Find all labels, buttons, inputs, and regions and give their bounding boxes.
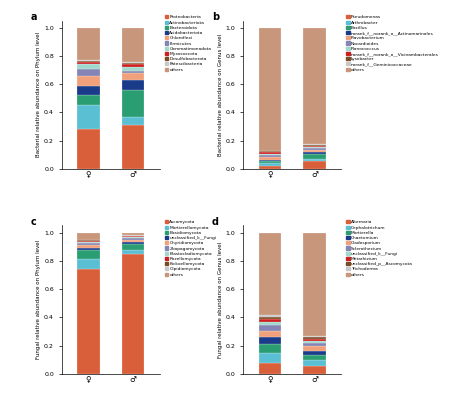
Bar	[259, 344, 281, 353]
Bar	[303, 147, 326, 148]
Bar	[77, 240, 100, 241]
Bar	[122, 63, 144, 65]
Bar	[303, 351, 326, 355]
Text: c: c	[30, 217, 36, 226]
Bar	[303, 159, 326, 161]
Bar	[259, 317, 281, 319]
Bar	[259, 322, 281, 325]
Bar	[303, 337, 326, 339]
Bar	[122, 62, 144, 63]
Bar	[77, 250, 100, 259]
Bar	[122, 240, 144, 242]
Bar	[122, 233, 144, 235]
Bar	[303, 145, 326, 147]
Bar	[259, 315, 281, 317]
Text: a: a	[30, 12, 36, 22]
Bar	[303, 233, 326, 336]
Bar	[259, 353, 281, 363]
Y-axis label: Bacterial relative abundance on Phylum level: Bacterial relative abundance on Phylum l…	[36, 32, 41, 157]
Bar	[122, 28, 144, 62]
Bar	[303, 161, 326, 169]
Bar	[303, 346, 326, 351]
Bar	[259, 163, 281, 166]
Bar	[122, 90, 144, 118]
Bar	[122, 236, 144, 237]
Bar	[77, 28, 100, 60]
Legend: Ascomycota, Mortierellomycota, Basidiomycota, unclassified_k__Fungi, Chyridiomyc: Ascomycota, Mortierellomycota, Basidiomy…	[165, 220, 217, 277]
Bar	[77, 243, 100, 245]
Bar	[122, 249, 144, 254]
Bar	[77, 60, 100, 61]
Bar	[259, 155, 281, 157]
Bar	[122, 238, 144, 240]
Bar	[77, 76, 100, 85]
Bar	[77, 248, 100, 250]
Bar	[122, 244, 144, 249]
Bar	[259, 151, 281, 152]
Bar	[303, 154, 326, 159]
Legend: Pseudomonas, Arthrobacter, Bacillus, norank_f__norank_o__Actinomarinales, Flavob: Pseudomonas, Arthrobacter, Bacillus, nor…	[346, 15, 439, 72]
Bar	[303, 148, 326, 150]
Bar	[259, 325, 281, 331]
Bar	[303, 150, 326, 152]
Bar	[77, 61, 100, 62]
Bar	[259, 157, 281, 159]
Bar	[77, 105, 100, 129]
Bar	[259, 28, 281, 151]
Bar	[77, 259, 100, 269]
Bar	[122, 125, 144, 169]
Bar	[122, 71, 144, 73]
Bar	[122, 73, 144, 80]
Bar	[77, 241, 100, 242]
Bar	[77, 95, 100, 105]
Bar	[77, 62, 100, 64]
Bar	[122, 118, 144, 125]
Bar	[259, 161, 281, 163]
Bar	[303, 365, 326, 374]
Text: d: d	[212, 217, 219, 226]
Bar	[77, 242, 100, 243]
Bar	[303, 343, 326, 346]
Bar	[259, 331, 281, 337]
Y-axis label: Fungal relative abundance on Phylum level: Fungal relative abundance on Phylum leve…	[36, 240, 41, 359]
Bar	[122, 80, 144, 90]
Bar	[77, 245, 100, 248]
Legend: Alternaria, Cephalotrichum, Mortierella, Chaetomium, Cladosporium, Sclerothecium: Alternaria, Cephalotrichum, Mortierella,…	[346, 220, 413, 277]
Bar	[303, 336, 326, 337]
Bar	[77, 64, 100, 69]
Bar	[303, 152, 326, 154]
Bar	[77, 269, 100, 374]
Bar	[259, 152, 281, 153]
Bar	[122, 235, 144, 236]
Bar	[303, 144, 326, 145]
Bar	[259, 233, 281, 315]
Bar	[122, 65, 144, 67]
Bar	[303, 339, 326, 341]
Bar	[259, 319, 281, 322]
Bar	[303, 341, 326, 343]
Legend: Proteobacteria, Actinobacteriota, Bacteroidota, Acidobacteriota, Chloroflexi, Fi: Proteobacteria, Actinobacteriota, Bacter…	[165, 15, 211, 72]
Bar	[77, 129, 100, 169]
Bar	[259, 363, 281, 374]
Bar	[122, 254, 144, 374]
Bar	[259, 153, 281, 155]
Bar	[122, 242, 144, 244]
Y-axis label: Bacterial relative abundance on Genus level: Bacterial relative abundance on Genus le…	[218, 34, 223, 156]
Text: b: b	[212, 12, 219, 22]
Bar	[259, 337, 281, 344]
Bar	[259, 166, 281, 169]
Bar	[122, 67, 144, 71]
Bar	[259, 159, 281, 161]
Bar	[122, 237, 144, 238]
Bar	[303, 28, 326, 144]
Y-axis label: Fungal relative abundance on Genus level: Fungal relative abundance on Genus level	[218, 242, 223, 358]
Bar	[77, 69, 100, 76]
Bar	[77, 233, 100, 240]
Bar	[77, 85, 100, 95]
Bar	[303, 360, 326, 365]
Bar	[303, 355, 326, 360]
